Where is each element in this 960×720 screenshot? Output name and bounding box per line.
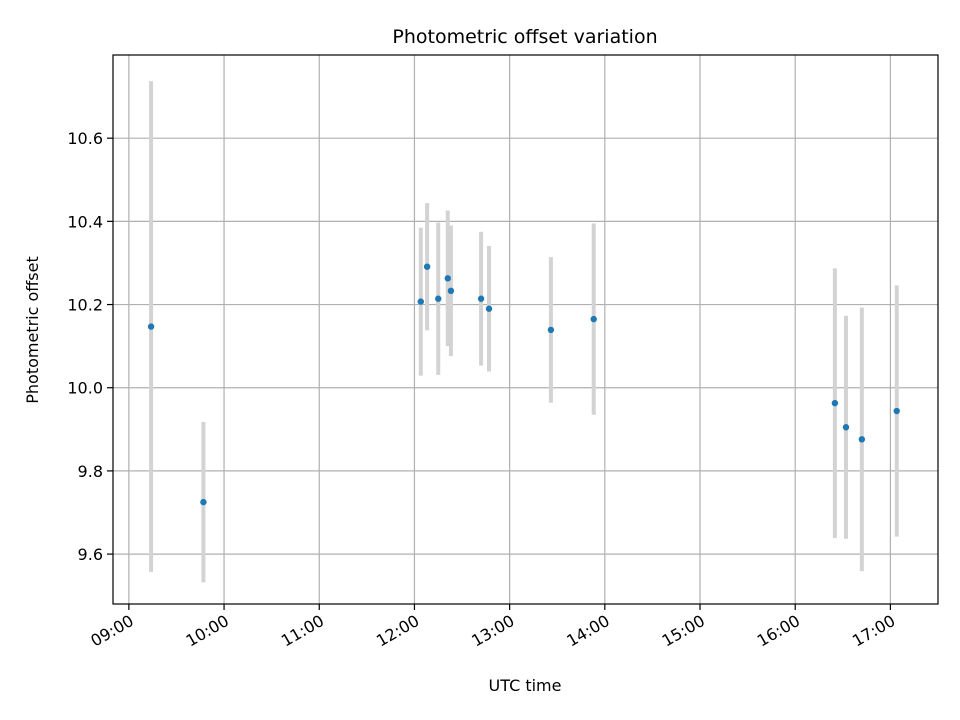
data-point — [435, 295, 442, 302]
x-tick-label: 16:00 — [754, 611, 803, 651]
data-points — [147, 263, 900, 506]
data-point — [831, 399, 839, 407]
data-point — [447, 287, 455, 295]
x-tick-label: 12:00 — [373, 611, 422, 651]
x-tick-label: 17:00 — [849, 611, 898, 651]
y-axis: 9.6 9.8 10.0 10.2 10.4 10.6 — [67, 129, 113, 564]
data-point — [893, 407, 900, 415]
y-tick-label: 9.8 — [78, 462, 103, 481]
plot-frame — [112, 54, 939, 605]
data-point — [147, 323, 155, 330]
x-tick-label: 15:00 — [659, 611, 708, 651]
y-axis-label: Photometric offset — [23, 256, 42, 404]
x-tick-label: 11:00 — [278, 611, 327, 651]
chart-title: Photometric offset variation — [392, 26, 657, 48]
x-tick-label: 13:00 — [468, 611, 517, 651]
data-point — [423, 263, 431, 270]
grid — [113, 55, 938, 604]
data-point — [417, 298, 424, 305]
plot-background — [113, 55, 938, 604]
data-point — [200, 498, 207, 506]
x-tick-label: 10:00 — [183, 611, 232, 651]
y-tick-label: 10.2 — [67, 296, 103, 315]
x-tick-label: 09:00 — [87, 611, 136, 651]
data-point — [547, 326, 555, 334]
y-tick-label: 10.6 — [67, 129, 103, 148]
data-point — [477, 295, 485, 302]
data-point — [485, 305, 493, 312]
y-tick-label: 9.6 — [78, 545, 103, 564]
x-axis-label: UTC time — [489, 676, 562, 695]
x-axis: 09:00 10:00 11:00 12:00 13:00 14:00 15:00 16:00… — [87, 604, 898, 651]
data-point — [590, 315, 597, 323]
data-point — [842, 424, 850, 431]
x-tick-label: 14:00 — [563, 611, 612, 651]
data-point — [444, 275, 451, 282]
y-tick-label: 10.4 — [67, 212, 103, 231]
data-point — [858, 436, 866, 443]
y-tick-label: 10.0 — [67, 379, 103, 398]
